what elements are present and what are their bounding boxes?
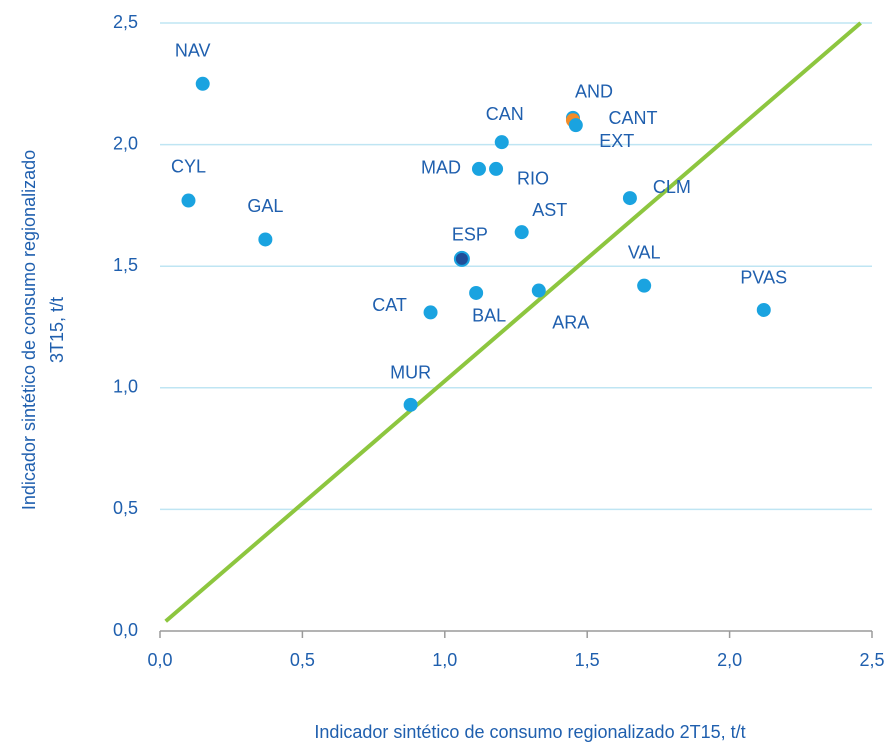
reference-line (164, 21, 862, 623)
point (423, 305, 438, 320)
point (471, 161, 486, 176)
point-label: BAL (472, 306, 506, 326)
point-label: AST (532, 200, 567, 220)
point (514, 225, 529, 240)
point (469, 285, 484, 300)
point-label: AND (575, 82, 613, 102)
point-label: CLM (653, 177, 691, 197)
y-tick-label: 2,0 (113, 133, 138, 153)
point (403, 397, 418, 412)
point-label: MUR (390, 363, 431, 383)
point-label: MAD (421, 158, 461, 178)
y-tick-label: 1,5 (113, 255, 138, 275)
x-tick-label: 1,5 (575, 650, 600, 670)
y-axis-label: 3T15, t/t (47, 297, 67, 363)
x-tick-label: 0,5 (290, 650, 315, 670)
point (489, 161, 504, 176)
point (622, 191, 637, 206)
point (195, 76, 210, 91)
point (756, 302, 771, 317)
point (568, 118, 583, 133)
point (181, 193, 196, 208)
point-label: GAL (247, 196, 283, 216)
point-label: PVAS (740, 268, 787, 288)
x-axis-label: Indicador sintético de consumo regionali… (314, 722, 745, 742)
x-tick-label: 2,0 (717, 650, 742, 670)
point-label: RIO (517, 169, 549, 189)
point (258, 232, 273, 247)
y-tick-label: 2,5 (113, 12, 138, 32)
y-tick-label: 1,0 (113, 377, 138, 397)
x-tick-label: 2,5 (859, 650, 884, 670)
point-label: CAT (372, 295, 407, 315)
point-label: CAN (486, 104, 524, 124)
x-tick-label: 1,0 (432, 650, 457, 670)
point-label: ARA (552, 312, 589, 332)
point (531, 283, 546, 298)
point-label: EXT (599, 131, 634, 151)
point-label: ESP (452, 225, 488, 245)
point-label: CANT (608, 108, 657, 128)
y-tick-label: 0,0 (113, 620, 138, 640)
x-tick-label: 0,0 (147, 650, 172, 670)
point (494, 135, 509, 150)
y-tick-label: 0,5 (113, 498, 138, 518)
point-label: CYL (171, 156, 206, 176)
point (453, 250, 470, 267)
y-axis-label: Indicador sintético de consumo regionali… (19, 150, 39, 510)
point-label: NAV (175, 41, 211, 61)
point (637, 278, 652, 293)
point-label: VAL (628, 242, 661, 262)
